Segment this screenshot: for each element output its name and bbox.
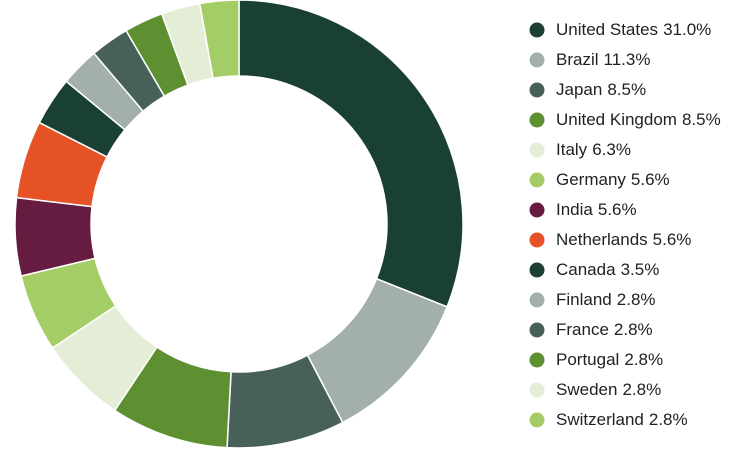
legend-marker bbox=[529, 142, 545, 158]
legend-name: France bbox=[556, 320, 609, 339]
legend-name: Portugal bbox=[556, 350, 619, 369]
legend-value: 2.8% bbox=[617, 290, 656, 309]
legend-marker bbox=[529, 232, 545, 248]
legend-name: Germany bbox=[556, 170, 626, 189]
legend-name: Sweden bbox=[556, 380, 617, 399]
legend-value: 5.6% bbox=[653, 230, 692, 249]
legend-marker bbox=[529, 412, 545, 428]
legend-value: 11.3% bbox=[604, 50, 651, 69]
legend-value: 8.5% bbox=[682, 110, 721, 129]
legend-marker bbox=[529, 172, 545, 188]
donut-slice bbox=[198, 0, 240, 80]
legend-value: 31.0% bbox=[663, 20, 711, 39]
legend-label: Sweden 2.8% bbox=[556, 380, 661, 399]
legend-value: 2.8% bbox=[622, 380, 661, 399]
legend-marker bbox=[529, 82, 545, 98]
legend-name: Japan bbox=[556, 80, 602, 99]
legend-name: United States bbox=[556, 20, 658, 39]
legend-name: Netherlands bbox=[556, 230, 648, 249]
legend-label: United Kingdom 8.5% bbox=[556, 110, 721, 129]
legend-value: 8.5% bbox=[607, 80, 646, 99]
legend-label: Portugal 2.8% bbox=[556, 350, 663, 369]
legend-marker bbox=[529, 112, 545, 128]
legend-label: Germany 5.6% bbox=[556, 170, 670, 189]
legend-name: Switzerland bbox=[556, 410, 644, 429]
legend-marker bbox=[529, 52, 545, 68]
legend-label: Canada 3.5% bbox=[556, 260, 659, 279]
legend-marker bbox=[529, 352, 545, 368]
legend-label: Brazil 11.3% bbox=[556, 50, 650, 69]
legend-name: United Kingdom bbox=[556, 110, 677, 129]
legend-value: 3.5% bbox=[621, 260, 660, 279]
legend-name: India bbox=[556, 200, 593, 219]
legend-name: Finland bbox=[556, 290, 612, 309]
donut-slice bbox=[238, 0, 464, 308]
legend-value: 5.6% bbox=[631, 170, 670, 189]
legend-marker bbox=[529, 322, 545, 338]
legend-value: 2.8% bbox=[624, 350, 663, 369]
legend-value: 5.6% bbox=[598, 200, 637, 219]
legend-value: 2.8% bbox=[649, 410, 688, 429]
legend-name: Brazil bbox=[556, 50, 599, 69]
legend-label: India 5.6% bbox=[556, 200, 637, 219]
legend-label: Finland 2.8% bbox=[556, 290, 656, 309]
legend-marker bbox=[529, 22, 545, 38]
legend-label: France 2.8% bbox=[556, 320, 653, 339]
legend-value: 6.3% bbox=[592, 140, 631, 159]
legend-marker bbox=[529, 382, 545, 398]
legend-marker bbox=[529, 262, 545, 278]
legend-value: 2.8% bbox=[614, 320, 653, 339]
legend-marker bbox=[529, 202, 545, 218]
legend-label: Japan 8.5% bbox=[556, 80, 646, 99]
legend-marker bbox=[529, 292, 545, 308]
legend-label: Italy 6.3% bbox=[556, 140, 631, 159]
legend-name: Italy bbox=[556, 140, 588, 159]
legend-label: United States 31.0% bbox=[556, 20, 711, 39]
legend-label: Switzerland 2.8% bbox=[556, 410, 688, 429]
legend-label: Netherlands 5.6% bbox=[556, 230, 691, 249]
legend-name: Canada bbox=[556, 260, 616, 279]
